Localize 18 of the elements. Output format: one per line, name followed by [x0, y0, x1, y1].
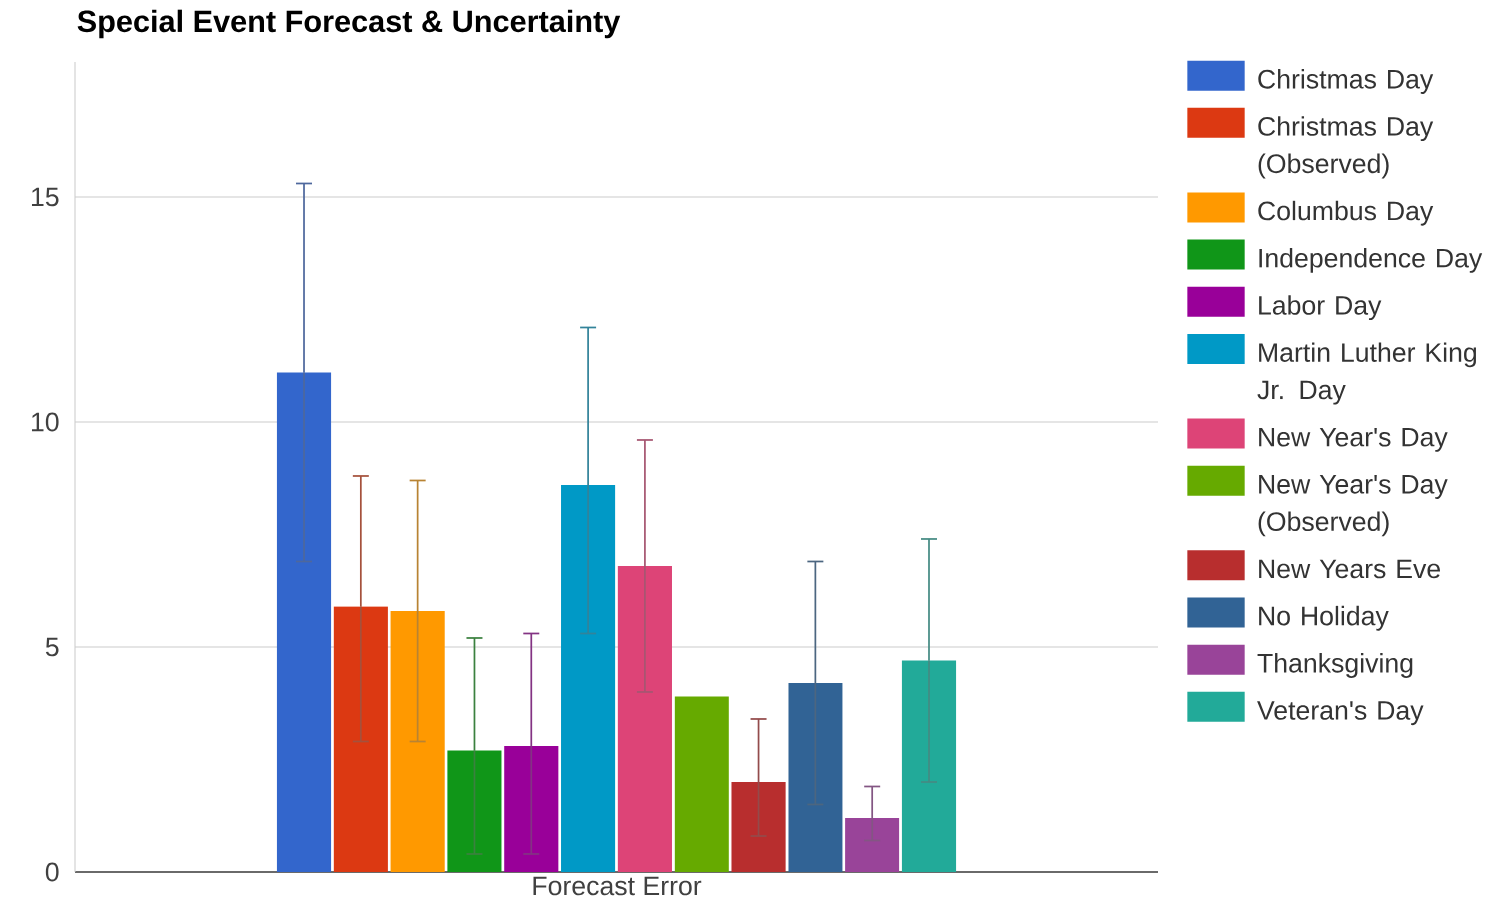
legend-label: No Holiday [1259, 605, 1389, 631]
y-tick-label: 5 [45, 637, 59, 657]
legend-label: Christmas Day [1258, 69, 1434, 94]
y-tick-label: 10 [32, 412, 59, 432]
legend-label: Thanksgiving [1257, 653, 1413, 678]
legend-label: New Years Eve [1259, 559, 1440, 579]
y-tick-label: 0 [45, 862, 59, 882]
chart-title: Special Event Forecast & Uncertainty [77, 9, 621, 39]
legend-label: Labor Day [1259, 295, 1382, 321]
legend-label: Christmas Day (Observed) [1258, 116, 1434, 179]
x-tick-label: Forecast Error [533, 876, 702, 896]
legend-label: New Year's Day (Observed) [1258, 475, 1448, 537]
legend-label: Columbus Day [1258, 200, 1434, 226]
legend-label: Veteran's Day [1257, 701, 1424, 726]
legend-label: Independence Day [1259, 247, 1483, 273]
legend-label: Martin Luther King Jr. Day [1257, 342, 1477, 405]
y-tick-label: 15 [32, 187, 59, 207]
legend-label: New Year's Day [1259, 427, 1448, 452]
